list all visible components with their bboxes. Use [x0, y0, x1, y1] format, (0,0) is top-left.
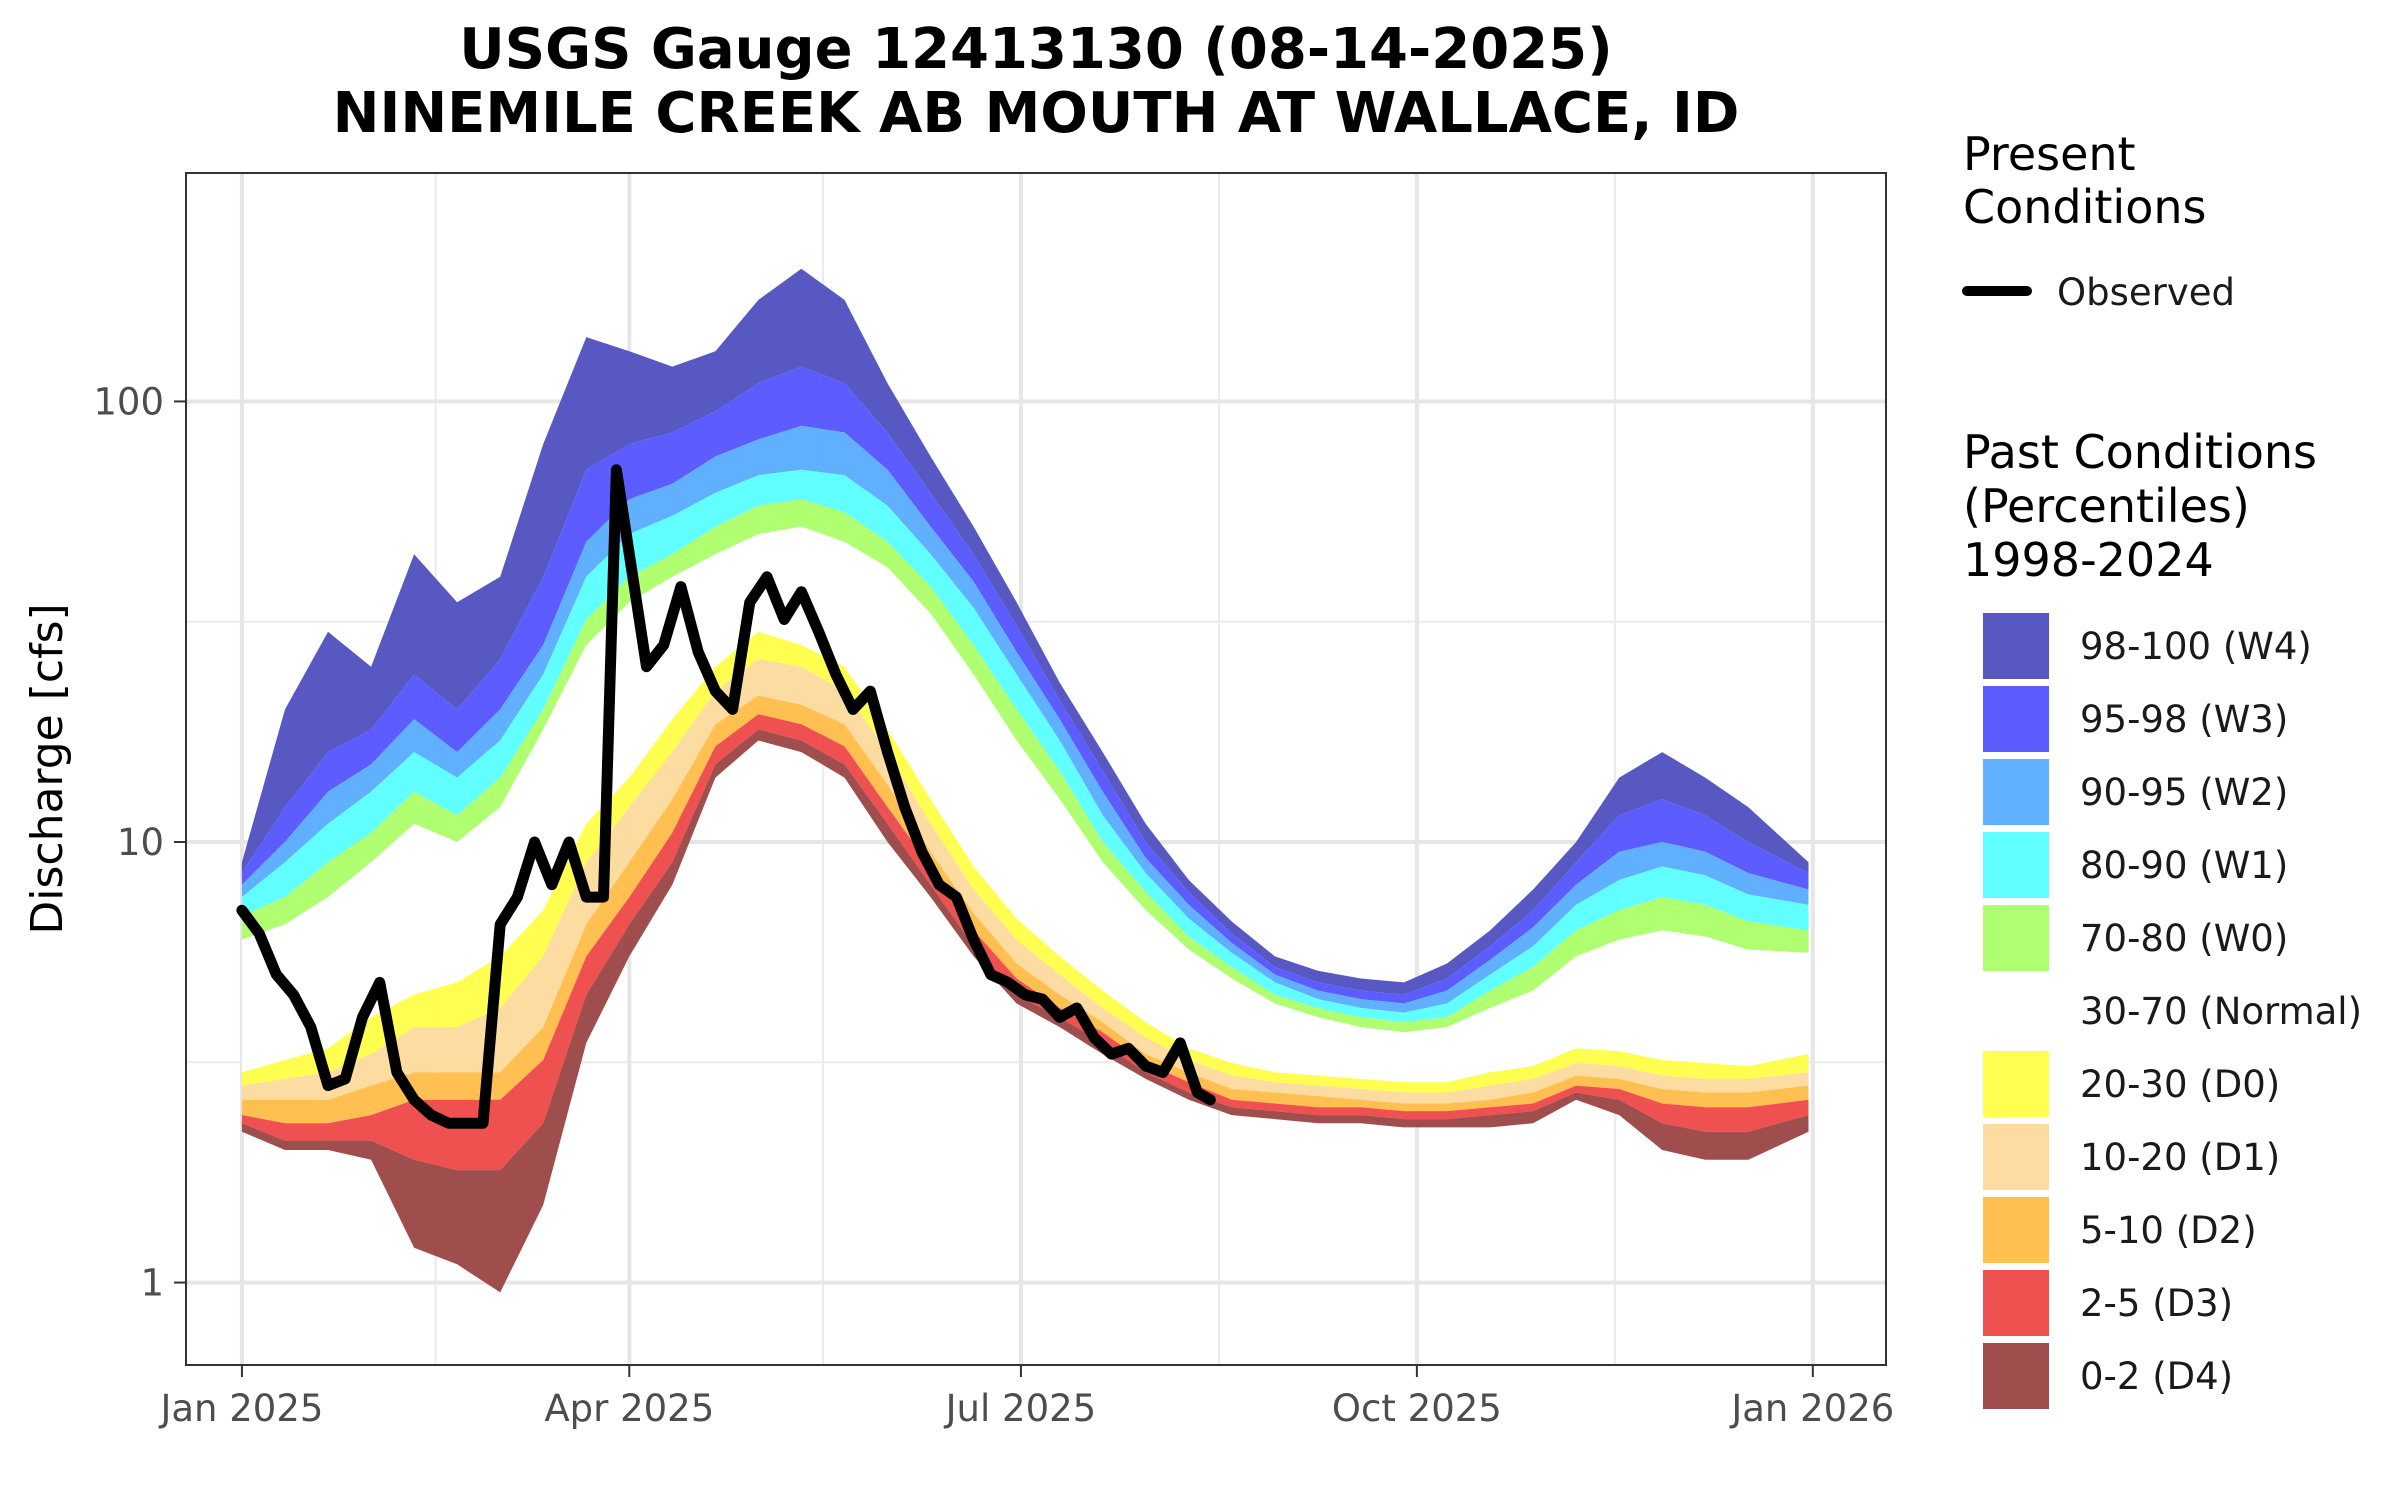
- observed-series: [236, 464, 1216, 1129]
- legend-past-title-line3: 1998-2024: [1963, 533, 2214, 587]
- legend-past-title-line1: Past Conditions: [1963, 425, 2317, 479]
- y-tick-label: 1: [140, 1262, 164, 1305]
- x-axis: Jan 2025 Apr 2025 Jul 2025 Oct 2025 Jan 2026: [158, 1365, 1894, 1430]
- band-30-70: [241, 526, 1809, 1083]
- legend-label-band-30-70: 30-70 (Normal): [2080, 990, 2362, 1033]
- legend-label-band-0-2: 0-2 (D4): [2080, 1355, 2233, 1398]
- legend-swatch-band-30-70: [1983, 978, 2049, 1044]
- chart-title-line2: NINEMILE CREEK AB MOUTH AT WALLACE, ID: [333, 81, 1740, 146]
- legend-swatch-band-2-5: [1983, 1270, 2049, 1336]
- legend-label-band-98-100: 98-100 (W4): [2080, 625, 2312, 668]
- legend-swatch-band-10-20: [1983, 1124, 2049, 1190]
- legend-label-band-5-10: 5-10 (D2): [2080, 1209, 2257, 1252]
- chart-title-line1: USGS Gauge 12413130 (08-14-2025): [459, 17, 1612, 82]
- legend-label-band-95-98: 95-98 (W3): [2080, 698, 2288, 741]
- legend-present-title-line1: Present: [1963, 127, 2136, 181]
- band-98-100: [241, 268, 1809, 995]
- y-tick-label: 100: [93, 380, 164, 423]
- x-tick-label: Apr 2025: [544, 1387, 714, 1430]
- x-tick-label: Jan 2026: [1729, 1387, 1894, 1430]
- legend-swatch-band-80-90: [1983, 832, 2049, 898]
- y-axis: 1 10 100: [93, 380, 186, 1305]
- x-tick-label: Jan 2025: [158, 1387, 323, 1430]
- legend-label-band-20-30: 20-30 (D0): [2080, 1063, 2280, 1106]
- band-2-5: [241, 714, 1809, 1171]
- legend-swatch-band-5-10: [1983, 1197, 2049, 1263]
- x-tick-label: Jul 2025: [944, 1387, 1097, 1430]
- x-tick-label: Oct 2025: [1332, 1387, 1502, 1430]
- legend-past-title-line2: (Percentiles): [1963, 479, 2250, 533]
- plot-panel-border: [185, 172, 1887, 1366]
- legend-band-entries: 98-100 (W4) 95-98 (W3) 90-95 (W2) 80-90 (W1…: [1983, 613, 2362, 1409]
- legend-swatch-band-90-95: [1983, 759, 2049, 825]
- legend-swatch-band-95-98: [1983, 686, 2049, 752]
- legend-label-band-70-80: 70-80 (W0): [2080, 917, 2288, 960]
- legend-label-band-10-20: 10-20 (D1): [2080, 1136, 2280, 1179]
- legend-swatch-band-98-100: [1983, 613, 2049, 679]
- legend-swatch-band-0-2: [1983, 1343, 2049, 1409]
- legend-swatch-band-70-80: [1983, 905, 2049, 971]
- observed-line: [236, 464, 1216, 1129]
- legend-label-band-90-95: 90-95 (W2): [2080, 771, 2288, 814]
- y-tick-label: 10: [117, 821, 164, 864]
- legend-observed-label: Observed: [2057, 271, 2235, 314]
- legend: Present Conditions Observed Past Conditi…: [1962, 127, 2362, 1409]
- legend-label-band-2-5: 2-5 (D3): [2080, 1282, 2233, 1325]
- y-axis-title: Discharge [cfs]: [22, 603, 73, 934]
- legend-label-band-80-90: 80-90 (W1): [2080, 844, 2288, 887]
- legend-present-title-line2: Conditions: [1963, 180, 2206, 234]
- legend-swatch-band-20-30: [1983, 1051, 2049, 1117]
